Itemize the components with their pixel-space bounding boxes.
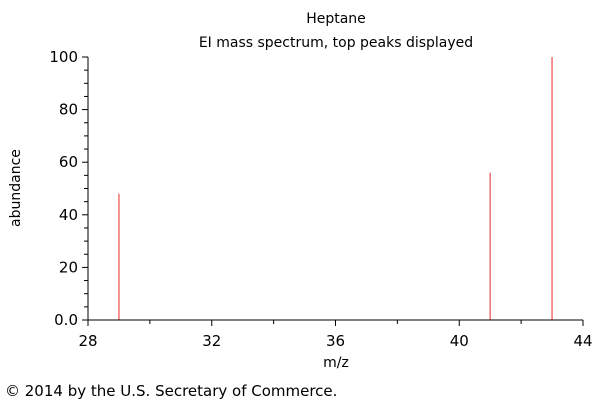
y-tick-label: 60	[59, 153, 78, 171]
y-axis: 0.0 20 40 60 80 100	[49, 48, 89, 329]
x-tick-label: 28	[78, 332, 97, 350]
y-tick-label: 20	[59, 258, 78, 276]
x-tick-label: 36	[326, 332, 345, 350]
y-tick-label: 100	[49, 48, 78, 66]
x-tick-label: 44	[573, 332, 592, 350]
y-tick-label: 0.0	[54, 311, 78, 329]
peak-series	[118, 57, 553, 320]
y-tick-label: 80	[59, 101, 78, 119]
x-axis: 28 32 36 40 44	[78, 319, 593, 350]
x-tick-label: 40	[450, 332, 469, 350]
y-axis-label: abundance	[8, 149, 24, 227]
x-tick-label: 32	[202, 332, 221, 350]
chart-title: Heptane	[306, 11, 366, 27]
x-axis-label: m/z	[323, 355, 349, 371]
y-tick-label: 40	[59, 206, 78, 224]
chart-subtitle: EI mass spectrum, top peaks displayed	[199, 35, 473, 51]
copyright-notice: © 2014 by the U.S. Secretary of Commerce…	[5, 382, 337, 400]
